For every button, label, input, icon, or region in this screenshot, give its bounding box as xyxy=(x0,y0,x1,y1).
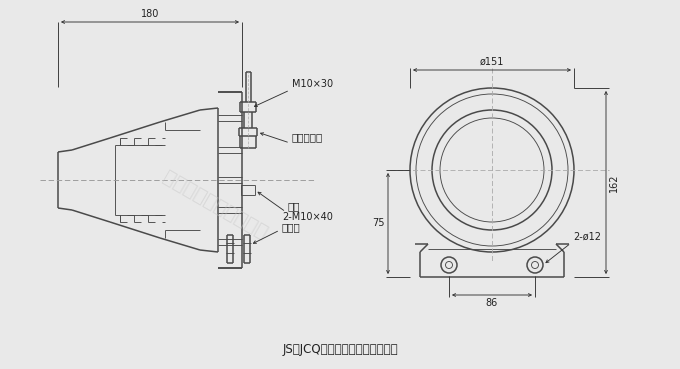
Text: 2-ø12: 2-ø12 xyxy=(573,232,601,242)
Text: ø151: ø151 xyxy=(480,57,504,67)
Text: M10×30: M10×30 xyxy=(292,79,333,89)
Text: JS、JCQ型计数器标准外型尺寸图: JS、JCQ型计数器标准外型尺寸图 xyxy=(282,344,398,356)
Text: 180: 180 xyxy=(141,9,159,19)
Text: 162: 162 xyxy=(609,173,619,192)
Text: 上海永游电气有限公司: 上海永游电气有限公司 xyxy=(159,168,271,242)
Text: 2-M10×40: 2-M10×40 xyxy=(282,212,333,222)
Text: 红漆: 红漆 xyxy=(288,201,301,211)
Text: 接地端: 接地端 xyxy=(282,222,301,232)
Text: 75: 75 xyxy=(373,218,385,228)
Text: 86: 86 xyxy=(486,298,498,308)
Text: 高压出线端: 高压出线端 xyxy=(292,132,323,142)
